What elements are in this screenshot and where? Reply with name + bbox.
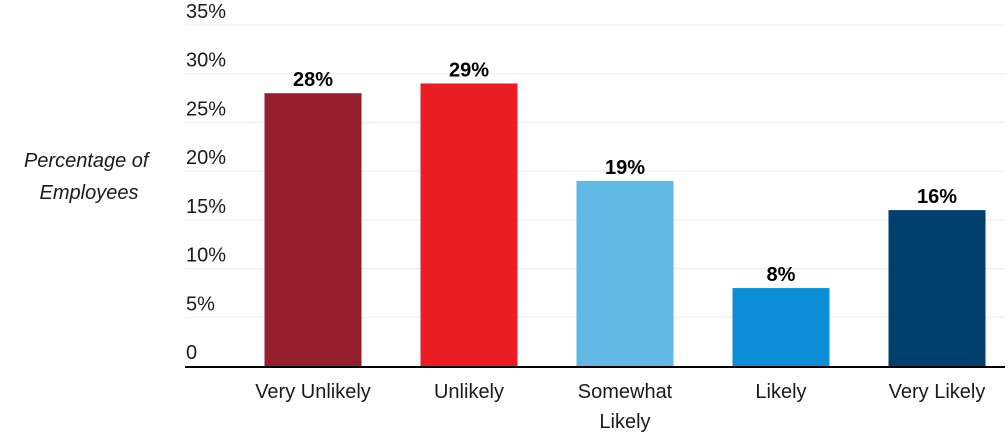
data-label: 19% bbox=[605, 157, 645, 179]
y-tick-label: 5% bbox=[186, 293, 215, 315]
bars bbox=[264, 83, 986, 366]
x-category-label: Unlikely bbox=[434, 381, 504, 403]
data-label: 16% bbox=[917, 186, 957, 208]
x-category-label-line: Unlikely bbox=[434, 381, 504, 403]
y-axis-ticks: 0 5% 10% 15% 20% 25% 30% 35% bbox=[186, 1, 226, 364]
y-axis-label: Percentage of Employees bbox=[24, 150, 154, 204]
x-category-label: Likely bbox=[755, 381, 806, 403]
y-tick-label: 10% bbox=[186, 245, 226, 267]
data-labels: 28% 29% 19% 8% 16% bbox=[293, 59, 957, 286]
bar bbox=[264, 93, 362, 366]
x-category-label-line: Likely bbox=[599, 411, 650, 433]
x-category-label-line: Somewhat bbox=[578, 381, 673, 403]
y-tick-label: 15% bbox=[186, 196, 226, 218]
x-axis-categories: Very Unlikely Unlikely Somewhat Likely Likel… bbox=[255, 381, 985, 433]
bar bbox=[732, 288, 830, 366]
bar bbox=[888, 210, 986, 366]
y-tick-label: 35% bbox=[186, 1, 226, 23]
bar bbox=[576, 180, 674, 366]
y-axis-label-line-1: Percentage of bbox=[24, 150, 151, 172]
x-category-label: Very Likely bbox=[889, 381, 986, 403]
x-category-label: Very Unlikely bbox=[255, 381, 371, 403]
x-category-label-line: Very Likely bbox=[889, 381, 986, 403]
y-tick-label: 20% bbox=[186, 147, 226, 169]
y-tick-label: 25% bbox=[186, 98, 226, 120]
data-label: 28% bbox=[293, 69, 333, 91]
x-category-label-line: Likely bbox=[755, 381, 806, 403]
y-axis-label-line-2: Employees bbox=[40, 182, 139, 204]
x-category-label-line: Very Unlikely bbox=[255, 381, 371, 403]
bar bbox=[420, 83, 518, 366]
data-label: 8% bbox=[767, 264, 796, 286]
y-tick-label: 30% bbox=[186, 50, 226, 72]
x-category-label: Somewhat Likely bbox=[578, 381, 673, 433]
data-label: 29% bbox=[449, 59, 489, 81]
y-tick-label: 0 bbox=[186, 342, 197, 364]
